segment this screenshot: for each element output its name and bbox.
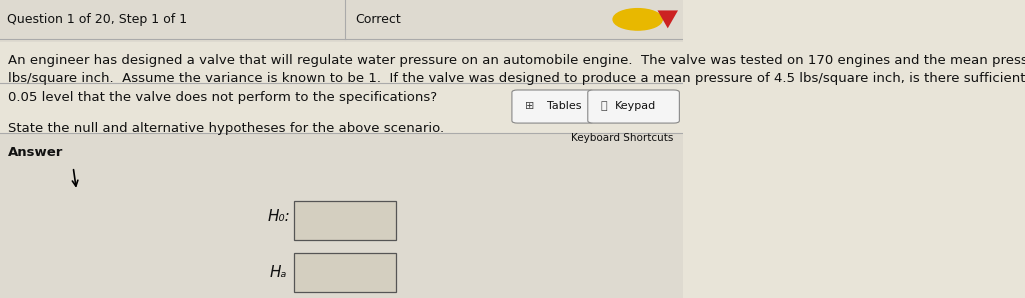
Text: Hₐ: Hₐ [270,265,287,280]
Text: State the null and alternative hypotheses for the above scenario.: State the null and alternative hypothese… [8,122,444,135]
Text: Tables: Tables [546,101,581,111]
Circle shape [613,9,662,30]
FancyBboxPatch shape [294,201,397,240]
Text: Keyboard Shortcuts: Keyboard Shortcuts [571,133,673,143]
FancyBboxPatch shape [511,90,594,123]
Text: Keypad: Keypad [615,101,656,111]
Text: H₀:: H₀: [268,209,290,224]
Polygon shape [657,10,678,28]
FancyBboxPatch shape [587,90,680,123]
Text: ⊞: ⊞ [525,101,534,111]
FancyBboxPatch shape [0,133,684,298]
Text: Answer: Answer [8,146,64,159]
Text: ⌹: ⌹ [600,101,607,111]
Text: Question 1 of 20, Step 1 of 1: Question 1 of 20, Step 1 of 1 [7,13,187,26]
FancyBboxPatch shape [294,253,397,292]
Text: Correct: Correct [356,13,401,26]
FancyBboxPatch shape [0,0,684,42]
Text: An engineer has designed a valve that will regulate water pressure on an automob: An engineer has designed a valve that wi… [8,54,1025,104]
